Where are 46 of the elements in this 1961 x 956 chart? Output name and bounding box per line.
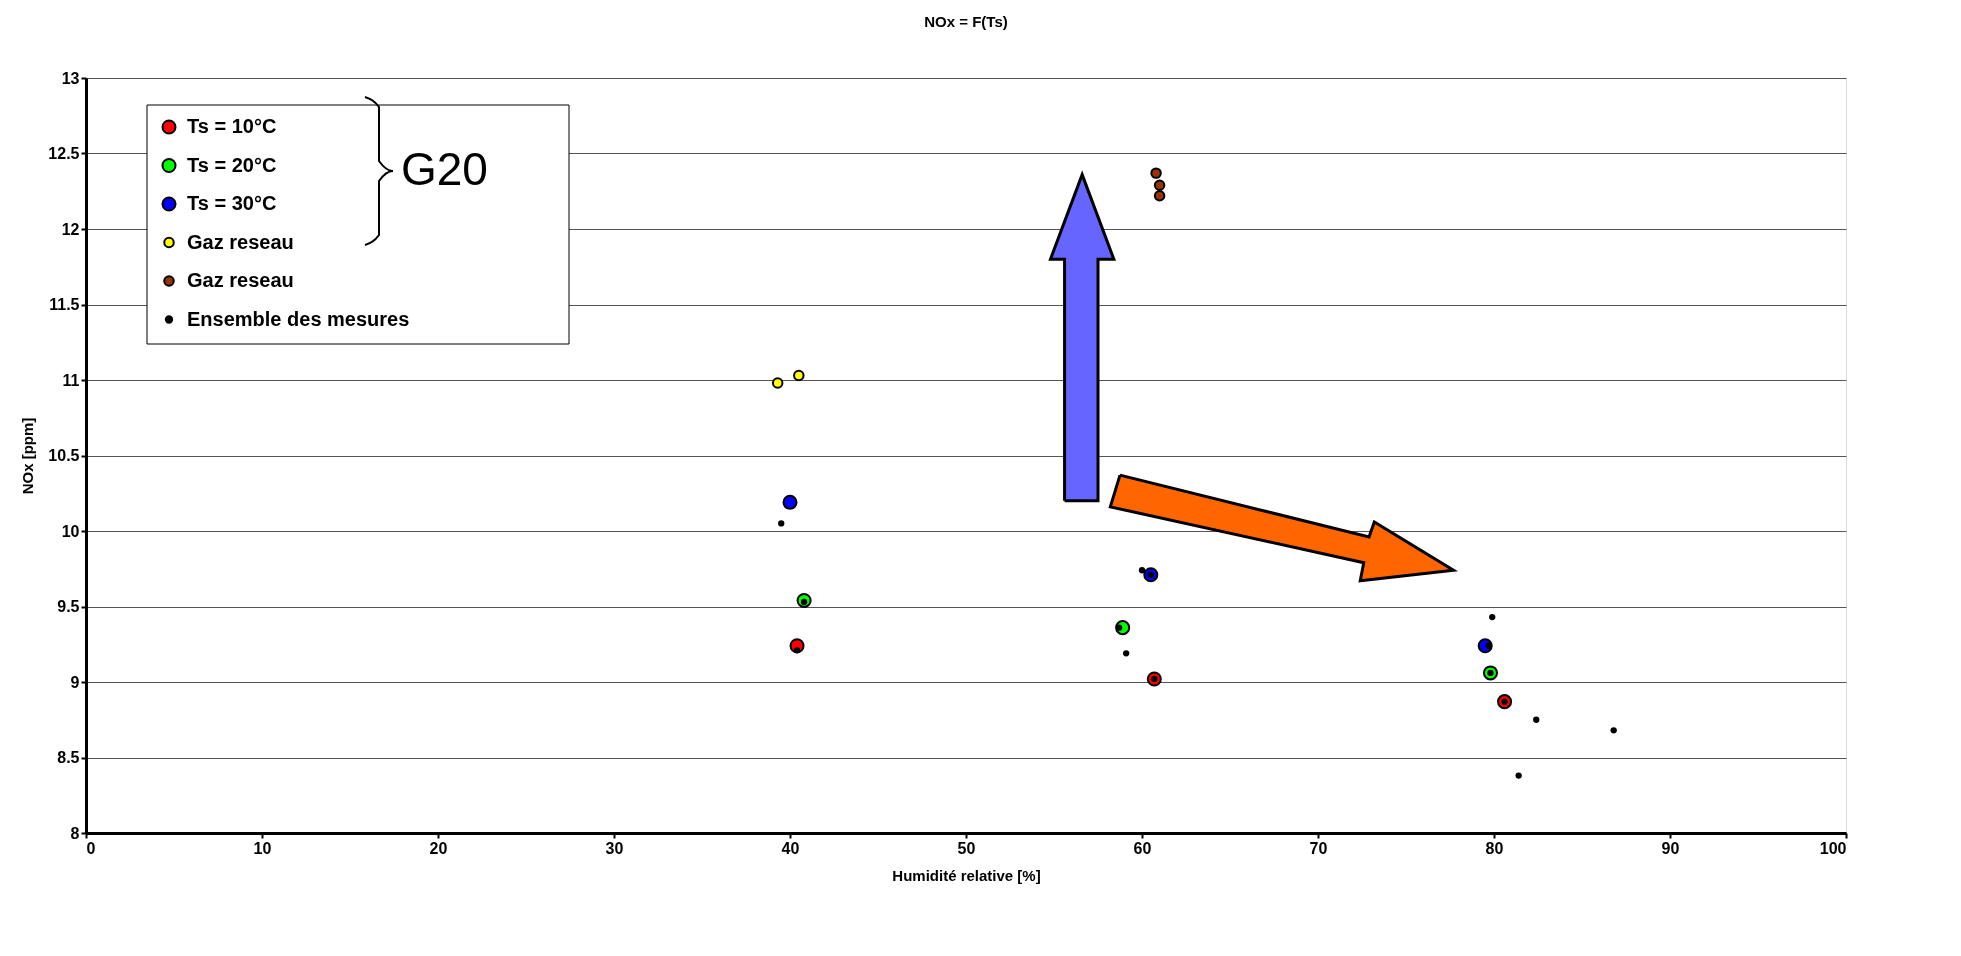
- x-tick-label: 60: [1133, 839, 1152, 857]
- point: [782, 494, 798, 510]
- point: [771, 377, 784, 389]
- x-tick-label: 80: [1485, 839, 1504, 857]
- legend-label: Gaz reseau: [187, 269, 294, 291]
- x-tick-label: 0: [86, 839, 96, 857]
- y-tick-label: 10.5: [48, 447, 80, 464]
- chart-title: NOx = F(Ts): [924, 13, 1008, 30]
- legend-label: Ts = 10°C: [187, 115, 277, 137]
- y-tick-label: 12: [61, 220, 80, 238]
- x-tick-label: 40: [781, 839, 800, 857]
- y-tick-label: 9.5: [57, 598, 80, 615]
- y-tick-label: 8.5: [57, 749, 80, 766]
- point: [1153, 179, 1166, 191]
- point: [1150, 167, 1162, 179]
- point: [1489, 613, 1496, 621]
- point: [793, 369, 805, 382]
- x-tick-label: 50: [957, 839, 976, 857]
- point: [1515, 772, 1522, 779]
- point: [1610, 727, 1617, 734]
- point: [1153, 190, 1166, 202]
- annotation: G20: [401, 143, 488, 195]
- x-tick-label: 20: [429, 839, 448, 857]
- y-tick-label: 8: [70, 824, 80, 842]
- legend-label: Ensemble des mesures: [187, 307, 410, 330]
- point: [793, 647, 801, 654]
- x-tick-label: 70: [1309, 839, 1328, 857]
- point: [1138, 567, 1146, 574]
- x-tick-label: 30: [605, 839, 624, 857]
- y-tick-label: 12.5: [48, 145, 80, 162]
- y-tick-label: 11.5: [49, 296, 80, 313]
- x-tick-label: 90: [1661, 839, 1680, 857]
- x-axis-title: Humidité relative [%]: [892, 866, 1041, 884]
- x-tick-label: 100: [1819, 839, 1847, 857]
- x-tick-label: 10: [253, 839, 272, 857]
- y-tick-label: 13: [61, 69, 80, 87]
- legend-label: Ts = 30°C: [187, 192, 277, 214]
- y-axis-title: NOx [ppm]: [19, 417, 37, 495]
- y-tick-label: 11: [62, 371, 80, 389]
- point: [1123, 650, 1130, 657]
- y-tick-label: 10: [61, 522, 80, 540]
- point: [778, 520, 785, 527]
- legend-label: Ts = 20°C: [187, 153, 277, 176]
- point: [1533, 716, 1540, 723]
- legend-label: Gaz reseau: [187, 230, 294, 253]
- y-tick-label: 9: [70, 673, 80, 691]
